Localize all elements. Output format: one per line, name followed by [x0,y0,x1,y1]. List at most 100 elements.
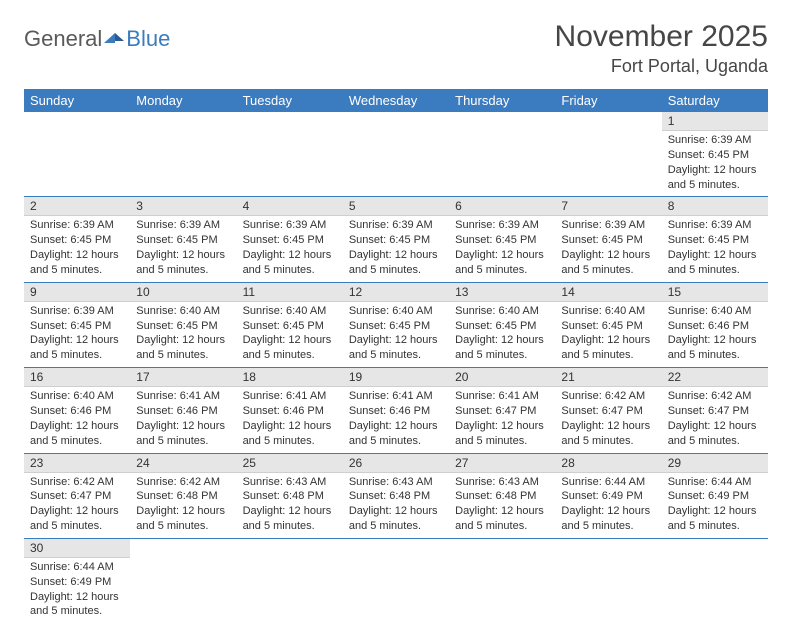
calendar-cell [237,538,343,623]
daylight-line: Daylight: 12 hours and 5 minutes. [349,248,443,278]
sunset-line: Sunset: 6:46 PM [30,404,124,419]
sunrise-line: Sunrise: 6:42 AM [561,389,655,404]
calendar-cell [237,112,343,197]
sunset-line: Sunset: 6:48 PM [136,489,230,504]
sunset-line: Sunset: 6:45 PM [30,319,124,334]
day-header: Thursday [449,89,555,112]
calendar-cell: 13Sunrise: 6:40 AMSunset: 6:45 PMDayligh… [449,282,555,367]
daylight-line: Daylight: 12 hours and 5 minutes. [455,333,549,363]
sunset-line: Sunset: 6:45 PM [243,233,337,248]
sunrise-line: Sunrise: 6:44 AM [668,475,762,490]
daylight-line: Daylight: 12 hours and 5 minutes. [561,333,655,363]
sunrise-line: Sunrise: 6:40 AM [668,304,762,319]
day-body: Sunrise: 6:44 AMSunset: 6:49 PMDaylight:… [662,473,768,538]
daylight-line: Daylight: 12 hours and 5 minutes. [30,590,124,620]
daylight-line: Daylight: 12 hours and 5 minutes. [243,333,337,363]
sunset-line: Sunset: 6:46 PM [668,319,762,334]
sunrise-line: Sunrise: 6:40 AM [243,304,337,319]
day-number: 7 [555,197,661,216]
day-number: 21 [555,368,661,387]
day-number: 22 [662,368,768,387]
daylight-line: Daylight: 12 hours and 5 minutes. [30,419,124,449]
calendar-cell [24,112,130,197]
sunrise-line: Sunrise: 6:43 AM [349,475,443,490]
day-body: Sunrise: 6:40 AMSunset: 6:45 PMDaylight:… [343,302,449,367]
sunset-line: Sunset: 6:45 PM [136,319,230,334]
day-number: 2 [24,197,130,216]
calendar-cell: 18Sunrise: 6:41 AMSunset: 6:46 PMDayligh… [237,368,343,453]
daylight-line: Daylight: 12 hours and 5 minutes. [668,504,762,534]
calendar-cell: 26Sunrise: 6:43 AMSunset: 6:48 PMDayligh… [343,453,449,538]
calendar-row: 1Sunrise: 6:39 AMSunset: 6:45 PMDaylight… [24,112,768,197]
calendar-cell [555,112,661,197]
daylight-line: Daylight: 12 hours and 5 minutes. [136,419,230,449]
sunrise-line: Sunrise: 6:43 AM [243,475,337,490]
daylight-line: Daylight: 12 hours and 5 minutes. [561,419,655,449]
sunrise-line: Sunrise: 6:41 AM [243,389,337,404]
sunset-line: Sunset: 6:46 PM [136,404,230,419]
sunrise-line: Sunrise: 6:39 AM [136,218,230,233]
day-body: Sunrise: 6:39 AMSunset: 6:45 PMDaylight:… [662,131,768,196]
day-number: 13 [449,283,555,302]
day-number: 23 [24,454,130,473]
sunset-line: Sunset: 6:46 PM [243,404,337,419]
calendar-cell [343,112,449,197]
day-number: 26 [343,454,449,473]
day-header: Friday [555,89,661,112]
day-body: Sunrise: 6:39 AMSunset: 6:45 PMDaylight:… [24,302,130,367]
day-header-row: Sunday Monday Tuesday Wednesday Thursday… [24,89,768,112]
day-number: 28 [555,454,661,473]
logo: General Blue [24,26,170,52]
calendar-cell: 24Sunrise: 6:42 AMSunset: 6:48 PMDayligh… [130,453,236,538]
calendar-row: 30Sunrise: 6:44 AMSunset: 6:49 PMDayligh… [24,538,768,623]
calendar-row: 9Sunrise: 6:39 AMSunset: 6:45 PMDaylight… [24,282,768,367]
calendar-cell: 29Sunrise: 6:44 AMSunset: 6:49 PMDayligh… [662,453,768,538]
sunset-line: Sunset: 6:45 PM [349,233,443,248]
sunset-line: Sunset: 6:49 PM [30,575,124,590]
day-header: Monday [130,89,236,112]
day-body: Sunrise: 6:43 AMSunset: 6:48 PMDaylight:… [237,473,343,538]
calendar-cell: 8Sunrise: 6:39 AMSunset: 6:45 PMDaylight… [662,197,768,282]
sunset-line: Sunset: 6:49 PM [561,489,655,504]
daylight-line: Daylight: 12 hours and 5 minutes. [668,248,762,278]
day-body: Sunrise: 6:43 AMSunset: 6:48 PMDaylight:… [343,473,449,538]
calendar-cell: 14Sunrise: 6:40 AMSunset: 6:45 PMDayligh… [555,282,661,367]
sunrise-line: Sunrise: 6:41 AM [455,389,549,404]
daylight-line: Daylight: 12 hours and 5 minutes. [30,504,124,534]
calendar-cell: 12Sunrise: 6:40 AMSunset: 6:45 PMDayligh… [343,282,449,367]
sunset-line: Sunset: 6:47 PM [668,404,762,419]
calendar-cell: 17Sunrise: 6:41 AMSunset: 6:46 PMDayligh… [130,368,236,453]
daylight-line: Daylight: 12 hours and 5 minutes. [349,419,443,449]
calendar-cell: 28Sunrise: 6:44 AMSunset: 6:49 PMDayligh… [555,453,661,538]
calendar-table: Sunday Monday Tuesday Wednesday Thursday… [24,89,768,623]
daylight-line: Daylight: 12 hours and 5 minutes. [30,248,124,278]
calendar-cell [449,538,555,623]
day-header: Sunday [24,89,130,112]
day-number: 24 [130,454,236,473]
calendar-cell: 15Sunrise: 6:40 AMSunset: 6:46 PMDayligh… [662,282,768,367]
day-body: Sunrise: 6:41 AMSunset: 6:46 PMDaylight:… [130,387,236,452]
calendar-row: 16Sunrise: 6:40 AMSunset: 6:46 PMDayligh… [24,368,768,453]
day-number: 18 [237,368,343,387]
daylight-line: Daylight: 12 hours and 5 minutes. [455,419,549,449]
day-header: Tuesday [237,89,343,112]
day-header: Saturday [662,89,768,112]
day-body: Sunrise: 6:42 AMSunset: 6:47 PMDaylight:… [662,387,768,452]
sunset-line: Sunset: 6:47 PM [30,489,124,504]
sunrise-line: Sunrise: 6:44 AM [30,560,124,575]
day-body: Sunrise: 6:43 AMSunset: 6:48 PMDaylight:… [449,473,555,538]
sunrise-line: Sunrise: 6:40 AM [30,389,124,404]
calendar-cell: 25Sunrise: 6:43 AMSunset: 6:48 PMDayligh… [237,453,343,538]
calendar-body: 1Sunrise: 6:39 AMSunset: 6:45 PMDaylight… [24,112,768,623]
sunrise-line: Sunrise: 6:39 AM [668,218,762,233]
logo-text-second: Blue [126,26,170,52]
day-number: 29 [662,454,768,473]
logo-text-first: General [24,26,102,52]
day-number: 25 [237,454,343,473]
daylight-line: Daylight: 12 hours and 5 minutes. [349,333,443,363]
day-body: Sunrise: 6:42 AMSunset: 6:48 PMDaylight:… [130,473,236,538]
sunrise-line: Sunrise: 6:39 AM [349,218,443,233]
calendar-cell: 7Sunrise: 6:39 AMSunset: 6:45 PMDaylight… [555,197,661,282]
daylight-line: Daylight: 12 hours and 5 minutes. [455,248,549,278]
calendar-cell [662,538,768,623]
